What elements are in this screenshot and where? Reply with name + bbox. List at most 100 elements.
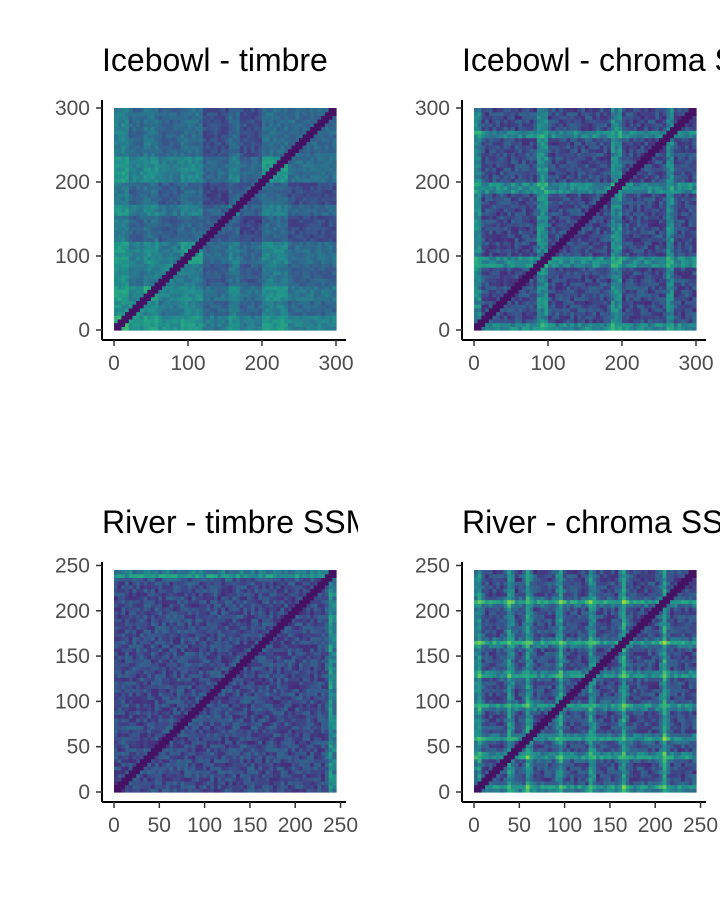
heatmap-cell [324,259,330,264]
heatmap-cell [206,115,211,120]
heatmap-cell [328,219,333,224]
heatmap-cell [299,141,304,146]
heatmap-cell [507,307,512,313]
heatmap-cell [206,145,211,150]
heatmap-cell [280,193,285,198]
heatmap-cell [158,318,163,324]
heatmap-cell [239,237,245,242]
heatmap-cell [511,256,516,261]
heatmap-cell [173,141,178,146]
heatmap-cell [250,296,256,301]
heatmap-cell [114,293,119,298]
heatmap-cell [529,248,534,253]
heatmap-cell [217,163,222,168]
heatmap-cell [165,237,171,242]
heatmap-cell [154,174,159,179]
heatmap-cell [154,185,159,190]
heatmap-cell [529,148,534,153]
heatmap-cell [125,111,130,116]
heatmap-cell [254,219,259,224]
heatmap-cell [250,241,256,246]
heatmap-cell [317,278,322,283]
heatmap-cell [496,115,501,120]
heatmap-cell [213,196,219,202]
heatmap-cell [199,278,204,283]
heatmap-cell [287,281,293,287]
heatmap-cell [121,133,126,139]
heatmap-cell [555,152,560,157]
heatmap-cell [481,211,486,216]
heatmap-cell [536,130,542,135]
heatmap-cell [273,315,278,320]
heatmap-cell [217,189,222,194]
heatmap-cell [206,296,211,301]
heatmap-cell [206,211,211,216]
heatmap-cell [332,174,337,179]
heatmap-cell [262,126,267,131]
heatmap-cell [317,311,322,316]
heatmap-cell [284,167,289,172]
heatmap-cell [191,259,196,264]
heatmap-cell [117,126,122,131]
heatmap-cell [265,293,270,298]
heatmap-cell [518,108,523,113]
heatmap-cell [302,115,307,120]
heatmap-cell [477,182,482,187]
heatmap-cell [176,108,182,113]
heatmap-cell [221,159,226,165]
heatmap-cell [317,296,322,301]
heatmap-cell [533,304,538,309]
heatmap-cell [496,293,501,298]
heatmap-cell [154,256,159,261]
heatmap-cell [496,159,501,165]
heatmap-cell [225,174,230,179]
heatmap-cell [202,322,208,327]
heatmap-cell [525,241,531,246]
heatmap-cell [544,296,549,301]
heatmap-cell [236,270,241,276]
heatmap-cell [548,244,553,250]
heatmap-cell [507,267,512,272]
heatmap-cell [210,219,215,224]
heatmap-cell [239,122,245,128]
heatmap-cell [295,137,300,142]
heatmap-cell [162,222,167,227]
heatmap-cell [511,326,516,331]
heatmap-cell [518,222,523,227]
heatmap-cell [128,315,134,320]
heatmap-cell [536,193,542,198]
heatmap-cell [317,267,322,272]
heatmap-cell [165,204,171,209]
heatmap-cell [202,259,208,264]
heatmap-cell [254,196,259,202]
heatmap-cell [188,115,193,120]
heatmap-cell [324,148,330,153]
heatmap-cell [488,219,494,224]
heatmap-cell [169,270,174,276]
heatmap-cell [481,219,486,224]
heatmap-cell [555,259,560,264]
heatmap-cell [492,189,497,194]
heatmap-cell [199,233,204,239]
heatmap-cell [492,237,497,242]
heatmap-cell [518,326,523,331]
heatmap-cell [295,307,300,313]
heatmap-cell [328,285,333,290]
heatmap-cell [202,193,208,198]
heatmap-cell [136,222,141,227]
heatmap-cell [273,152,278,157]
heatmap-cell [206,304,211,309]
heatmap-cell [328,278,333,283]
heatmap-cell [485,252,490,257]
heatmap-cell [284,256,289,261]
heatmap-cell [262,248,267,253]
heatmap-cell [169,248,174,253]
heatmap-cell [299,111,304,116]
heatmap-cell [250,237,256,242]
heatmap-cell [321,152,326,157]
heatmap-cell [533,159,538,165]
heatmap-cell [496,270,501,276]
heatmap-cell [225,267,230,272]
heatmap-cell [114,300,119,305]
heatmap-cell [199,159,204,165]
